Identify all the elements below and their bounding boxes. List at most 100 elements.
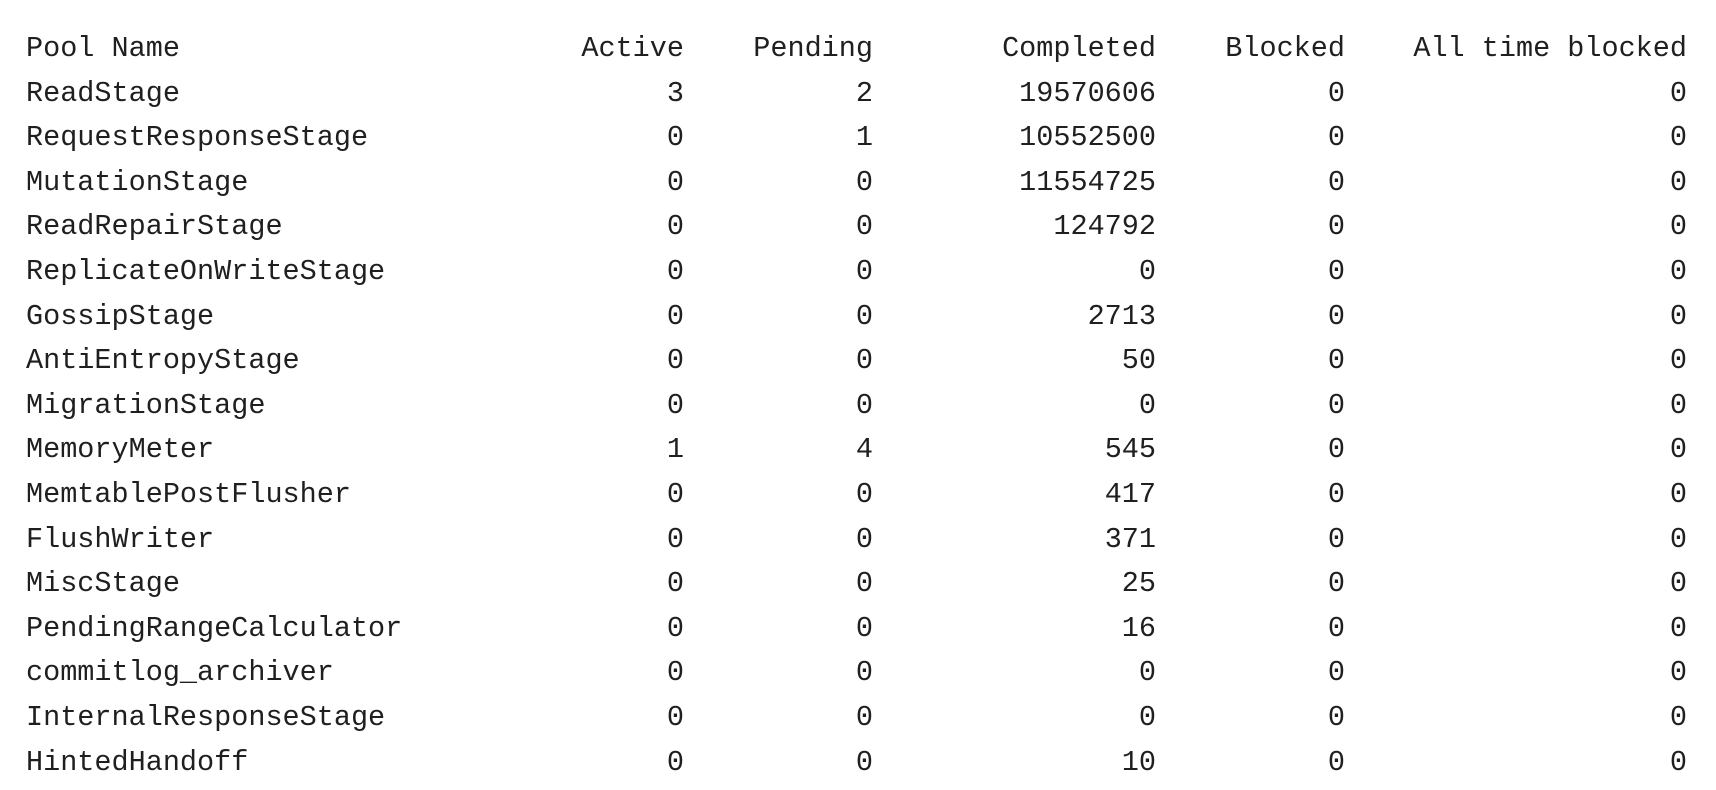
all-time-blocked-cell: 0 [1669,121,1687,155]
pending-cell: 2 [855,76,873,110]
active-cell: 0 [666,165,684,199]
completed-cell: 545 [1104,433,1156,467]
blocked-cell: 0 [1327,522,1345,556]
active-cell: 0 [666,254,684,288]
completed-cell: 2713 [1087,299,1156,333]
header-all-time-blocked: All time blocked [1413,32,1687,65]
pool-name-cell: FlushWriter [26,522,215,556]
pool-name-cell: GossipStage [26,299,215,333]
blocked-cell: 0 [1327,254,1345,288]
all-time-blocked-cell: 0 [1669,210,1687,244]
completed-cell: 0 [1138,700,1156,734]
table-row: ReadRepairStage 0 0 124792 0 0 [0,205,1716,250]
header-pool-name: Pool Name [26,32,180,65]
completed-cell: 25 [1121,567,1156,601]
pending-cell: 0 [855,611,873,645]
pending-cell: 0 [855,388,873,422]
pool-name-cell: HintedHandoff [26,745,249,779]
header-pending: Pending [753,32,873,65]
all-time-blocked-cell: 0 [1669,745,1687,779]
pool-name-cell: MigrationStage [26,388,266,422]
pending-cell: 0 [855,165,873,199]
active-cell: 0 [666,210,684,244]
all-time-blocked-cell: 0 [1669,76,1687,110]
completed-cell: 0 [1138,254,1156,288]
table-row: RequestResponseStage 0 1 10552500 0 0 [0,116,1716,161]
active-cell: 0 [666,656,684,690]
blocked-cell: 0 [1327,299,1345,333]
blocked-cell: 0 [1327,745,1345,779]
completed-cell: 10552500 [1019,121,1156,155]
table-row: MiscStage 0 0 25 0 0 [0,562,1716,607]
all-time-blocked-cell: 0 [1669,433,1687,467]
pool-name-cell: PendingRangeCalculator [26,611,403,645]
pool-name-cell: ReadStage [26,76,180,110]
active-cell: 0 [666,121,684,155]
pool-name-cell: MutationStage [26,165,249,199]
active-cell: 0 [666,745,684,779]
pending-cell: 0 [855,567,873,601]
blocked-cell: 0 [1327,700,1345,734]
pool-name-cell: InternalResponseStage [26,700,386,734]
all-time-blocked-cell: 0 [1669,700,1687,734]
pending-cell: 0 [855,522,873,556]
active-cell: 0 [666,567,684,601]
pending-cell: 1 [855,121,873,155]
table-row: GossipStage 0 0 2713 0 0 [0,295,1716,340]
active-cell: 0 [666,477,684,511]
completed-cell: 0 [1138,656,1156,690]
pending-cell: 0 [855,656,873,690]
completed-cell: 0 [1138,388,1156,422]
pending-cell: 0 [855,254,873,288]
blocked-cell: 0 [1327,567,1345,601]
blocked-cell: 0 [1327,344,1345,378]
pool-name-cell: RequestResponseStage [26,121,369,155]
all-time-blocked-cell: 0 [1669,299,1687,333]
blocked-cell: 0 [1327,656,1345,690]
completed-cell: 371 [1104,522,1156,556]
pending-cell: 0 [855,477,873,511]
pending-cell: 0 [855,344,873,378]
completed-cell: 50 [1121,344,1156,378]
active-cell: 0 [666,388,684,422]
all-time-blocked-cell: 0 [1669,254,1687,288]
blocked-cell: 0 [1327,210,1345,244]
pool-name-cell: MiscStage [26,567,180,601]
table-row: MemtablePostFlusher 0 0 417 0 0 [0,473,1716,518]
blocked-cell: 0 [1327,165,1345,199]
blocked-cell: 0 [1327,433,1345,467]
active-cell: 0 [666,700,684,734]
all-time-blocked-cell: 0 [1669,388,1687,422]
table-row: MutationStage 0 0 11554725 0 0 [0,161,1716,206]
completed-cell: 10 [1121,745,1156,779]
active-cell: 0 [666,611,684,645]
all-time-blocked-cell: 0 [1669,522,1687,556]
table-row: ReadStage 3 2 19570606 0 0 [0,72,1716,117]
pool-name-cell: MemtablePostFlusher [26,477,351,511]
table-row: InternalResponseStage 0 0 0 0 0 [0,696,1716,741]
active-cell: 1 [666,433,684,467]
table-row: AntiEntropyStage 0 0 50 0 0 [0,339,1716,384]
blocked-cell: 0 [1327,388,1345,422]
active-cell: 0 [666,522,684,556]
table-row: FlushWriter 0 0 371 0 0 [0,518,1716,563]
table-row: MemoryMeter 1 4 545 0 0 [0,428,1716,473]
table-header-row: Pool Name Active Pending Completed Block… [0,27,1716,72]
active-cell: 0 [666,344,684,378]
table-row: ReplicateOnWriteStage 0 0 0 0 0 [0,250,1716,295]
completed-cell: 417 [1104,477,1156,511]
active-cell: 0 [666,299,684,333]
pool-name-cell: AntiEntropyStage [26,344,300,378]
all-time-blocked-cell: 0 [1669,611,1687,645]
blocked-cell: 0 [1327,121,1345,155]
pending-cell: 0 [855,210,873,244]
pending-cell: 0 [855,700,873,734]
pending-cell: 4 [855,433,873,467]
all-time-blocked-cell: 0 [1669,567,1687,601]
completed-cell: 19570606 [1019,76,1156,110]
header-active: Active [581,32,684,65]
pending-cell: 0 [855,299,873,333]
table-row: commitlog_archiver 0 0 0 0 0 [0,651,1716,696]
all-time-blocked-cell: 0 [1669,477,1687,511]
